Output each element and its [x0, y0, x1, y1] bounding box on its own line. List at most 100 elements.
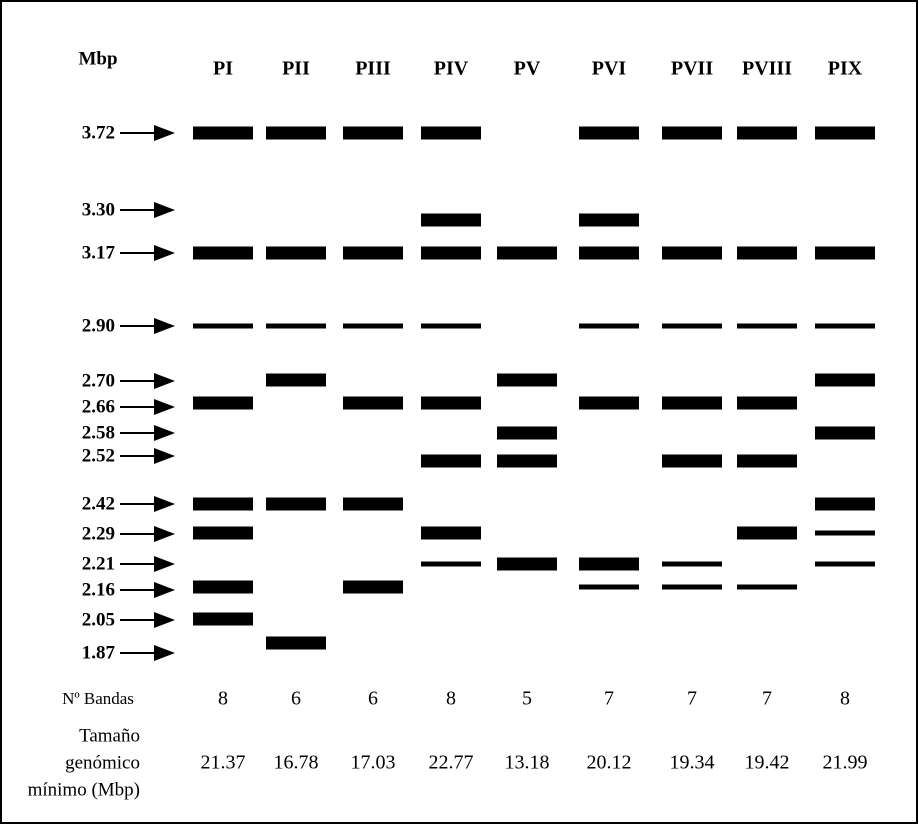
arrow-head	[154, 125, 175, 141]
gel-diagram: Mbp Nº Bandas Tamaño genómico mínimo (Mb…	[0, 0, 919, 825]
band	[815, 531, 875, 536]
band	[266, 374, 326, 387]
lane-name: PIII	[355, 58, 391, 80]
band	[579, 558, 639, 571]
band	[266, 637, 326, 650]
genome-size: 16.78	[274, 752, 319, 774]
band	[421, 247, 481, 260]
arrow-head	[154, 399, 175, 415]
band	[815, 324, 875, 329]
marker-label: 3.17	[82, 242, 116, 263]
band	[815, 562, 875, 567]
arrow-head	[154, 245, 175, 261]
marker-label: 2.42	[82, 493, 115, 514]
band-count: 7	[687, 688, 697, 710]
lane-name: PV	[514, 58, 541, 80]
band	[193, 527, 253, 540]
band	[421, 127, 481, 140]
marker-label: 2.21	[82, 553, 115, 574]
marker-label: 3.72	[82, 122, 115, 143]
band	[662, 455, 722, 468]
band	[815, 374, 875, 387]
marker-label: 2.16	[82, 579, 115, 600]
band-count: 5	[522, 688, 532, 710]
band	[421, 455, 481, 468]
genome-size: 17.03	[351, 752, 396, 774]
band	[193, 498, 253, 511]
genome-size: 21.37	[201, 752, 246, 774]
arrow-head	[154, 318, 175, 334]
band	[497, 247, 557, 260]
band	[343, 581, 403, 594]
marker-label: 2.70	[82, 370, 115, 391]
arrow-head	[154, 202, 175, 218]
band	[497, 427, 557, 440]
band	[343, 324, 403, 329]
band	[343, 397, 403, 410]
count-label: Nº Bandas	[62, 689, 134, 708]
band	[421, 562, 481, 567]
band	[579, 324, 639, 329]
marker-label: 2.66	[82, 396, 115, 417]
band	[193, 613, 253, 626]
marker-label: 2.52	[82, 445, 115, 466]
band	[266, 247, 326, 260]
band	[343, 127, 403, 140]
band	[343, 247, 403, 260]
header: Mbp	[78, 48, 117, 69]
band	[421, 324, 481, 329]
band	[737, 324, 797, 329]
lane-name: PI	[213, 58, 233, 80]
band	[662, 562, 722, 567]
size-label: mínimo (Mbp)	[28, 779, 140, 800]
band	[266, 324, 326, 329]
band	[579, 127, 639, 140]
band-count: 6	[291, 688, 301, 710]
band	[737, 397, 797, 410]
genome-size: 19.42	[745, 752, 790, 774]
lane-name: PIV	[434, 58, 469, 80]
band	[193, 247, 253, 260]
arrow-head	[154, 556, 175, 572]
band	[421, 214, 481, 227]
arrow-head	[154, 612, 175, 628]
marker-label: 3.30	[82, 199, 115, 220]
band	[815, 127, 875, 140]
band-count: 8	[446, 688, 456, 710]
band	[662, 397, 722, 410]
band	[737, 247, 797, 260]
lane-name: PVI	[592, 58, 627, 80]
band	[662, 127, 722, 140]
genome-size: 13.18	[505, 752, 550, 774]
band	[737, 527, 797, 540]
band	[193, 324, 253, 329]
band	[343, 498, 403, 511]
band	[421, 397, 481, 410]
band	[815, 498, 875, 511]
arrow-head	[154, 582, 175, 598]
band	[737, 455, 797, 468]
marker-label: 2.05	[82, 609, 115, 630]
genome-size: 19.34	[670, 752, 715, 774]
arrow-head	[154, 645, 175, 661]
band-count: 8	[840, 688, 850, 710]
band-count: 8	[218, 688, 228, 710]
genome-size: 20.12	[587, 752, 632, 774]
band-count: 7	[762, 688, 772, 710]
band	[662, 247, 722, 260]
band-count: 7	[604, 688, 614, 710]
genome-size: 21.99	[823, 752, 868, 774]
lane-name: PVII	[671, 58, 713, 80]
arrow-head	[154, 526, 175, 542]
marker-label: 2.29	[82, 523, 115, 544]
band	[193, 127, 253, 140]
lane-name: PIX	[828, 58, 863, 80]
marker-label: 1.87	[82, 642, 116, 663]
band	[266, 127, 326, 140]
band-count: 6	[368, 688, 378, 710]
band	[579, 214, 639, 227]
genome-size: 22.77	[429, 752, 474, 774]
band	[815, 427, 875, 440]
arrow-head	[154, 425, 175, 441]
frame	[1, 1, 917, 823]
